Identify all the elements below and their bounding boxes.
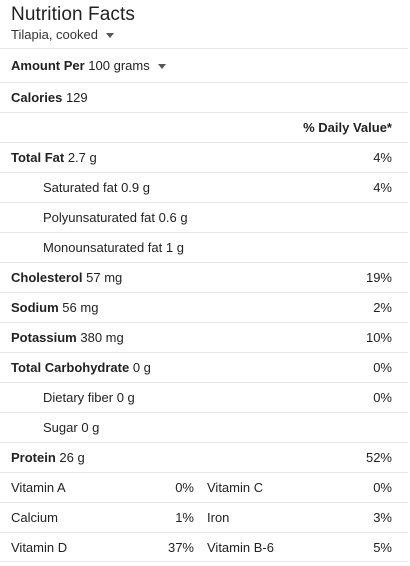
food-selector-label: Tilapia, cooked xyxy=(11,27,98,42)
vitamin-value: 3% xyxy=(373,510,392,525)
nutrient-value: 56 mg xyxy=(62,300,98,315)
vitamin-value: 5% xyxy=(373,540,392,555)
vitamin-value: 1% xyxy=(150,510,194,525)
calories-value: 129 xyxy=(66,90,88,105)
nutrient-daily-value: 52% xyxy=(366,450,392,465)
nutrient-value: 0.6 g xyxy=(159,210,188,225)
panel-title: Nutrition Facts xyxy=(11,4,135,26)
vitamin-value: 37% xyxy=(150,540,194,555)
nutrient-label: Sugar xyxy=(43,420,78,435)
vitamin-row: Vitamin D 37% Vitamin B-6 5% xyxy=(0,532,408,562)
nutrient-row-cholesterol: Cholesterol 57 mg 19% xyxy=(0,262,408,292)
vitamin-value: 0% xyxy=(373,480,392,495)
vitamin-label: Vitamin D xyxy=(11,540,67,555)
vitamin-label: Calcium xyxy=(11,510,58,525)
nutrient-label: Dietary fiber xyxy=(43,390,113,405)
nutrient-daily-value: 0% xyxy=(373,390,392,405)
nutrient-value: 0.9 g xyxy=(121,180,150,195)
vitamin-row: Vitamin A 0% Vitamin C 0% xyxy=(0,472,408,502)
nutrient-label: Saturated fat xyxy=(43,180,117,195)
nutrient-row-sugar: Sugar 0 g xyxy=(0,412,408,442)
nutrient-value: 57 mg xyxy=(86,270,122,285)
nutrient-row-protein: Protein 26 g 52% xyxy=(0,442,408,472)
vitamin-label: Iron xyxy=(207,510,229,525)
nutrient-label: Total Fat xyxy=(11,150,64,165)
vitamin-label: Vitamin B-6 xyxy=(207,540,274,555)
nutrient-row-dietary-fiber: Dietary fiber 0 g 0% xyxy=(0,382,408,412)
nutrient-label: Total Carbohydrate xyxy=(11,360,129,375)
vitamin-label: Vitamin A xyxy=(11,480,66,495)
vitamin-row: Calcium 1% Iron 3% xyxy=(0,502,408,532)
nutrient-daily-value: 0% xyxy=(373,360,392,375)
food-selector[interactable]: Tilapia, cooked xyxy=(11,27,114,42)
nutrient-label: Protein xyxy=(11,450,56,465)
nutrient-row-potassium: Potassium 380 mg 10% xyxy=(0,322,408,352)
nutrient-label: Potassium xyxy=(11,330,77,345)
nutrient-row-polyunsaturated-fat: Polyunsaturated fat 0.6 g xyxy=(0,202,408,232)
nutrient-value: 1 g xyxy=(166,240,184,255)
nutrient-daily-value: 2% xyxy=(373,300,392,315)
amount-per-label: Amount Per xyxy=(11,58,85,73)
nutrient-label: Cholesterol xyxy=(11,270,83,285)
nutrient-label: Polyunsaturated fat xyxy=(43,210,155,225)
nutrient-row-total-fat: Total Fat 2.7 g 4% xyxy=(0,142,408,172)
nutrient-value: 0 g xyxy=(133,360,151,375)
nutrient-value: 26 g xyxy=(59,450,84,465)
nutrient-daily-value: 10% xyxy=(366,330,392,345)
calories-row: Calories 129 xyxy=(0,82,408,112)
nutrient-value: 0 g xyxy=(81,420,99,435)
daily-value-header-row: % Daily Value* xyxy=(0,112,408,142)
nutrient-daily-value: 4% xyxy=(373,180,392,195)
daily-value-header: % Daily Value* xyxy=(303,120,392,135)
nutrient-row-sodium: Sodium 56 mg 2% xyxy=(0,292,408,322)
nutrient-daily-value: 4% xyxy=(373,150,392,165)
amount-per-row: Amount Per 100 grams xyxy=(0,48,408,82)
nutrient-label: Monounsaturated fat xyxy=(43,240,162,255)
caret-down-icon xyxy=(106,33,114,38)
nutrient-daily-value: 19% xyxy=(366,270,392,285)
serving-size-value: 100 grams xyxy=(88,58,149,73)
caret-down-icon xyxy=(158,64,166,69)
nutrient-row-total-carbohydrate: Total Carbohydrate 0 g 0% xyxy=(0,352,408,382)
vitamin-value: 0% xyxy=(150,480,194,495)
nutrient-value: 380 mg xyxy=(80,330,123,345)
nutrient-row-saturated-fat: Saturated fat 0.9 g 4% xyxy=(0,172,408,202)
nutrient-value: 0 g xyxy=(117,390,135,405)
nutrient-row-monounsaturated-fat: Monounsaturated fat 1 g xyxy=(0,232,408,262)
serving-size-selector[interactable]: 100 grams xyxy=(88,58,165,73)
vitamin-label: Vitamin C xyxy=(207,480,263,495)
nutrient-label: Sodium xyxy=(11,300,59,315)
calories-label: Calories xyxy=(11,90,62,105)
nutrient-value: 2.7 g xyxy=(68,150,97,165)
